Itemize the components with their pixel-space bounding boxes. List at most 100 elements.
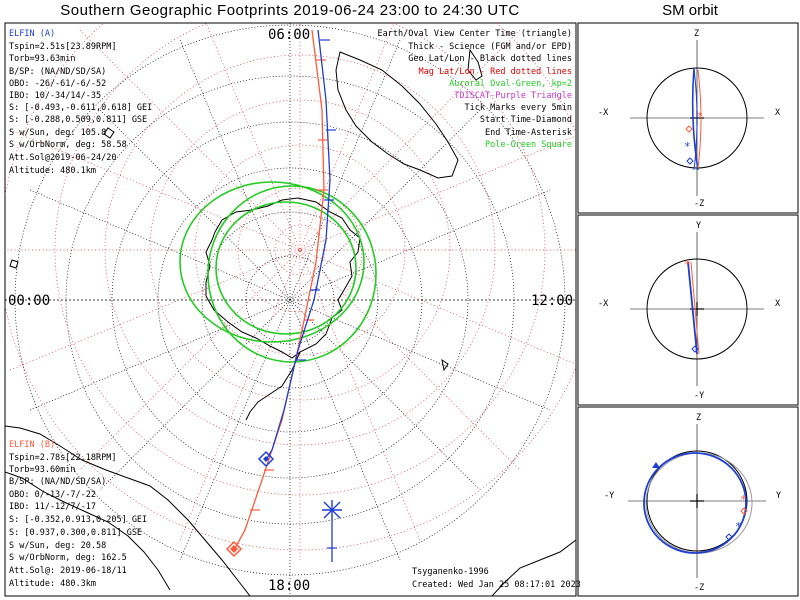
legend: Earth/Oval View Center Time (triangle) T… [378, 29, 572, 150]
island-outline [9, 259, 19, 269]
elfin-b-line: S: [0.937,0.300,0.811] GSE [9, 528, 142, 538]
sm-axis-top: Z [694, 29, 699, 39]
elfin-a-line: Altitude: 480.1km [9, 166, 96, 176]
sm-axis-bottom: -Z [694, 583, 704, 593]
elfin-a-ticks [296, 39, 336, 361]
sm-b-end-marker: * [697, 111, 703, 122]
elfin-a-info: ELFIN (A) Tspin=2.51s[23.89RPM] Torb=93.… [9, 29, 152, 176]
sm-axis-right: X [775, 108, 781, 118]
elfin-b-line: B/SP: (NA/ND/SD/SA) [9, 477, 106, 487]
elfin-b-line: Altitude: 480.3km [9, 579, 96, 589]
elfin-a-line: Torb=93.63min [9, 54, 76, 64]
elfin-a-name: ELFIN (A) [9, 29, 55, 39]
auroral-ovals [179, 181, 377, 363]
elfin-a-end-asterisk [322, 500, 342, 520]
africa-coastline [491, 539, 576, 596]
elfin-a-line: S w/Sun, deg: 105.8 [9, 128, 106, 138]
south-america-coastline [5, 425, 251, 596]
antarctic-peninsula [245, 351, 301, 421]
sm-b-track [690, 261, 700, 355]
island-outline [103, 127, 115, 139]
auroral-oval-inner [215, 201, 357, 335]
elfin-b-line: OBO: 0/-13/-7/-22 [9, 490, 96, 500]
elfin-b-start-fill [230, 545, 238, 553]
elfin-a-track [265, 29, 331, 461]
sm-axis-right: Y [776, 491, 781, 501]
elfin-a-line: Att.Sol@2019-06-24/20 [9, 153, 116, 163]
south-america-coastline-2 [5, 471, 171, 591]
polar-map [5, 23, 576, 596]
sm-axis-bottom: -Y [694, 391, 704, 401]
elfin-a-line: B/SP: (NA/ND/SD/SA) [9, 67, 106, 77]
time-label-right: 12:00 [531, 293, 573, 309]
elfin-b-line: Tspin=2.78s[22.18RPM] [9, 453, 116, 463]
legend-item: Auroral Oval-Green, kp=2 [449, 79, 572, 89]
island-outline [441, 358, 449, 372]
elfin-b-name: ELFIN (B) [9, 440, 55, 450]
elfin-a-start-fill [263, 456, 269, 462]
elfin-a-line: S: [-0.288,0.509,0.811] GSE [9, 115, 147, 125]
sm-panel-xz: Z -Z -X X * * [577, 22, 799, 214]
sm-b-diamond [740, 507, 748, 515]
auroral-oval-middle [207, 185, 377, 363]
sm-b-end-marker: * [684, 258, 691, 271]
sm-axis-top: Z [696, 413, 701, 423]
sm-panel-xy: Y -Y -X X * [577, 214, 799, 406]
sm-axis-top: Y [696, 221, 701, 231]
created-timestamp: Created: Wed Jan 25 08:17:01 2023 [412, 580, 581, 590]
antarctica-coastline [205, 197, 361, 359]
elfin-b-track [233, 29, 325, 551]
sm-a-diamond [686, 157, 694, 165]
elfin-b-info: ELFIN (B) Tspin=2.78s[22.18RPM] Torb=93.… [9, 440, 147, 589]
auroral-oval-outer [179, 181, 365, 343]
legend-item: Start Time-Diamond [480, 115, 572, 125]
australia-coastline [335, 51, 459, 179]
sm-axis-left: -X [598, 108, 609, 118]
time-label-top: 06:00 [268, 27, 310, 43]
sm-b-diamond [685, 125, 693, 133]
elfin-b-line: Torb=93.60min [9, 465, 76, 475]
elfin-b-line: IBO: 11/-12/7/-17 [9, 502, 96, 512]
legend-item: Pole-Green Square [485, 140, 572, 150]
sm-a-end-marker: * [684, 140, 691, 153]
sm-a-track-2 [693, 67, 698, 171]
elfin-a-line: OBO: -26/-61/-6/-52 [9, 79, 106, 89]
new-zealand-coastline [467, 48, 483, 81]
model-credit: Tsyganenko-1996 [412, 567, 489, 577]
legend-item: Tick Marks every 5min [465, 103, 572, 113]
elfin-a-line: IBO: 10/-34/14/-35 [9, 91, 101, 101]
legend-item: Thick - Science (FGM and/or EPD) [408, 42, 572, 52]
elfin-b-line: S w/OrbNorm, deg: 162.5 [9, 553, 127, 563]
sm-b-orbit [645, 452, 753, 554]
mag-grid [5, 23, 576, 560]
sm-a-track [691, 67, 699, 171]
geo-grid [5, 23, 576, 596]
legend-item: Earth/Oval View Center Time (triangle) [378, 29, 572, 39]
elfin-a-line: S w/OrbNorm, deg: 58.58 [9, 140, 127, 150]
elfin-a-line: Tspin=2.51s[23.89RPM] [9, 42, 116, 52]
plot-title: Southern Geographic Footprints 2019-06-2… [60, 2, 520, 19]
map-frame [4, 22, 577, 597]
sm-axis-left: -X [598, 299, 609, 309]
sm-b-end-marker: * [740, 493, 747, 506]
elfin-a-line: S: [-0.493,-0.611,0.618] GEI [9, 103, 152, 113]
sm-orbit-title: SM orbit [662, 2, 718, 19]
elfin-b-ticks [250, 59, 328, 511]
sm-a-triangle [652, 462, 660, 468]
sm-axis-left: -Y [604, 491, 614, 501]
sm-axis-bottom: -Z [694, 199, 704, 209]
sm-axis-right: X [775, 299, 781, 309]
time-label-left: 00:00 [8, 293, 50, 309]
sm-panel-yz: Z -Z -Y Y * * [577, 406, 799, 597]
sm-a-diamond [725, 533, 733, 541]
legend-item: End Time-Asterisk [485, 128, 572, 138]
sm-a-track [687, 261, 698, 355]
sm-a-diamond [691, 345, 699, 353]
time-label-bottom: 18:00 [268, 578, 310, 594]
legend-item: Geo Lat/Lon - Black dotted lines [408, 54, 572, 64]
elfin-b-line: Att.Sol@: 2019-06-18/11 [9, 566, 127, 576]
sm-b-track [697, 69, 702, 169]
legend-item: Mag Lat/Lon - Red dotted lines [418, 67, 572, 77]
elfin-b-start-diamond [225, 540, 243, 558]
